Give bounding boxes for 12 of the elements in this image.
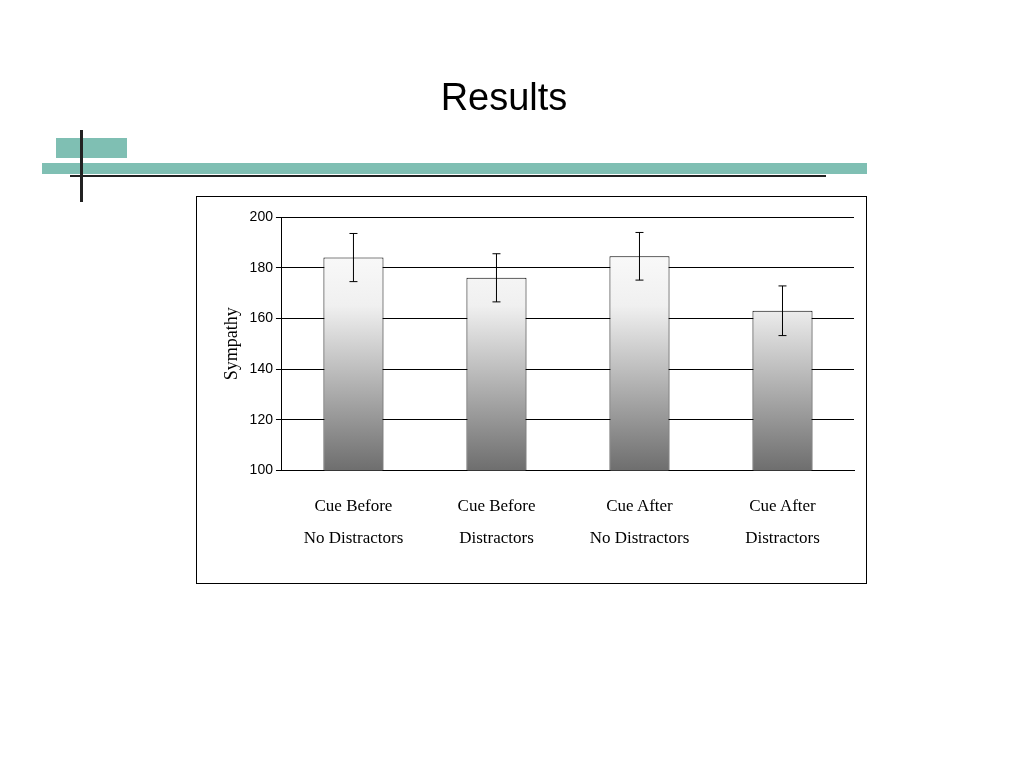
y-tick-label: 180 xyxy=(249,258,274,275)
y-tick-label: 200 xyxy=(249,207,274,224)
y-tick-label: 100 xyxy=(249,461,274,478)
x-tick-label: Cue Before No Distractors xyxy=(303,496,404,548)
x-tick-label: Cue After Distractors xyxy=(745,496,820,548)
chart-title: Results xyxy=(439,76,569,119)
x-tick-label: Cue After No Distractors xyxy=(589,496,690,548)
y-tick-label: 120 xyxy=(249,410,274,427)
y-axis-title: Sympathy xyxy=(220,307,241,381)
x-tick-label: Cue Before Distractors xyxy=(457,496,536,548)
y-tick-label: 140 xyxy=(249,359,274,376)
y-tick-label: 160 xyxy=(249,309,274,326)
